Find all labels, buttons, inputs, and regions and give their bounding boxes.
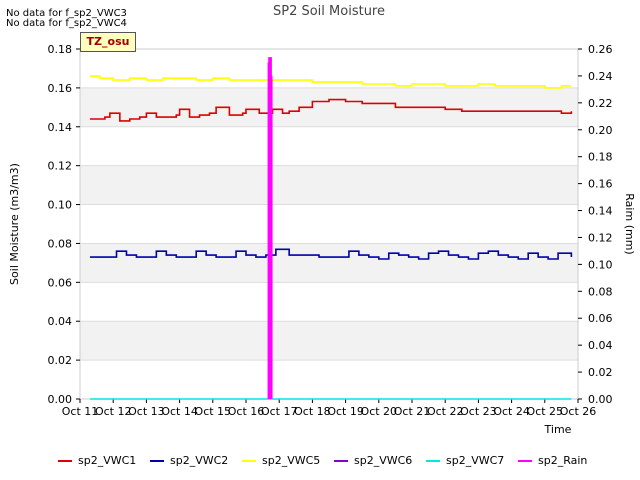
legend-label: sp2_VWC2 xyxy=(170,454,229,467)
x-tick-label: Oct 24 xyxy=(493,405,530,418)
y2-tick-label: 0.06 xyxy=(588,312,613,325)
grid-band xyxy=(80,321,578,361)
legend-label: sp2_VWC7 xyxy=(446,454,505,467)
y2-tick-label: 0.24 xyxy=(588,70,613,83)
x-tick-label: Oct 21 xyxy=(394,405,431,418)
series-sp2-vwc2-line xyxy=(89,248,573,260)
y-tick-label: 0.10 xyxy=(48,199,73,212)
y-tick-label: 0.06 xyxy=(48,276,73,289)
legend-swatch xyxy=(242,460,256,462)
grid-band xyxy=(80,165,578,205)
x-tick-label: Oct 12 xyxy=(95,405,132,418)
legend-label: sp2_VWC6 xyxy=(354,454,413,467)
y2-tick-label: 0.14 xyxy=(588,205,613,218)
x-tick-label: Oct 25 xyxy=(527,405,564,418)
chart-title: SP2 Soil Moisture xyxy=(273,4,385,19)
legend-swatch xyxy=(58,460,72,462)
legend-swatch xyxy=(518,460,532,462)
x-tick-label: Oct 13 xyxy=(128,405,165,418)
legend-item-sp2-vwc6: sp2_VWC6 xyxy=(334,452,412,470)
x-tick-label: Oct 20 xyxy=(361,405,398,418)
y2-tick-label: 0.04 xyxy=(588,339,613,352)
legend-swatch xyxy=(150,460,164,462)
x-tick-label: Oct 17 xyxy=(261,405,298,418)
x-tick-label: Oct 18 xyxy=(294,405,331,418)
y-tick-label: 0.02 xyxy=(48,354,73,367)
timezone-badge: TZ_osu xyxy=(80,32,136,52)
y-tick-label: 0.08 xyxy=(48,237,73,250)
y2-tick-label: 0.20 xyxy=(588,124,613,137)
x-axis-label: Time xyxy=(544,423,572,436)
y2-tick-label: 0.12 xyxy=(588,231,613,244)
x-tick-label: Oct 16 xyxy=(228,405,265,418)
y2-tick-label: 0.16 xyxy=(588,178,613,191)
x-tick-label: Oct 15 xyxy=(195,405,232,418)
legend-swatch xyxy=(426,460,440,462)
x-tick-label: Oct 14 xyxy=(161,405,198,418)
legend-item-sp2-rain: sp2_Rain xyxy=(518,452,587,470)
y2-tick-label: 0.18 xyxy=(588,151,613,164)
y-tick-label: 0.14 xyxy=(48,121,73,134)
legend-label: sp2_Rain xyxy=(538,454,588,467)
y-axis-label: Soil Moisture (m3/m3) xyxy=(8,163,21,285)
legend-item-sp2-vwc7: sp2_VWC7 xyxy=(426,452,504,470)
x-tick-label: Oct 22 xyxy=(427,405,464,418)
x-tick-label: Oct 11 xyxy=(62,405,99,418)
grid-band xyxy=(80,87,578,127)
chart-legend: sp2_VWC1 sp2_VWC2 sp2_VWC5 sp2_VWC6 sp2_VWC7… xyxy=(0,452,640,470)
y2-tick-label: 0.26 xyxy=(588,43,613,56)
no-data-note-1: No data for f_sp2_VWC3 xyxy=(6,8,127,19)
y2-tick-label: 0.02 xyxy=(588,366,613,379)
x-tick-label: Oct 23 xyxy=(460,405,497,418)
y2-tick-label: 0.00 xyxy=(588,393,613,406)
y-tick-label: 0.04 xyxy=(48,315,73,328)
legend-label: sp2_VWC5 xyxy=(262,454,321,467)
y-tick-label: 0.16 xyxy=(48,82,73,95)
y2-tick-label: 0.08 xyxy=(588,285,613,298)
legend-item-sp2-vwc5: sp2_VWC5 xyxy=(242,452,320,470)
series-sp2-vwc1-line xyxy=(89,98,573,122)
y2-tick-label: 0.10 xyxy=(588,258,613,271)
no-data-note-2: No data for f_sp2_VWC4 xyxy=(6,18,127,29)
y-tick-label: 0.18 xyxy=(48,43,73,56)
legend-swatch xyxy=(334,460,348,462)
legend-label: sp2_VWC1 xyxy=(78,454,137,467)
grid-band xyxy=(80,243,578,283)
y-tick-label: 0.00 xyxy=(48,393,73,406)
series-sp2-vwc5-line xyxy=(89,75,572,89)
y2-tick-label: 0.22 xyxy=(588,97,613,110)
y2-axis-label: Raim (mm) xyxy=(623,193,636,254)
legend-item-sp2-vwc1: sp2_VWC1 xyxy=(58,452,136,470)
x-tick-label: Oct 19 xyxy=(327,405,364,418)
legend-item-sp2-vwc2: sp2_VWC2 xyxy=(150,452,228,470)
x-tick-label: Oct 26 xyxy=(560,405,597,418)
y-tick-label: 0.12 xyxy=(48,160,73,173)
